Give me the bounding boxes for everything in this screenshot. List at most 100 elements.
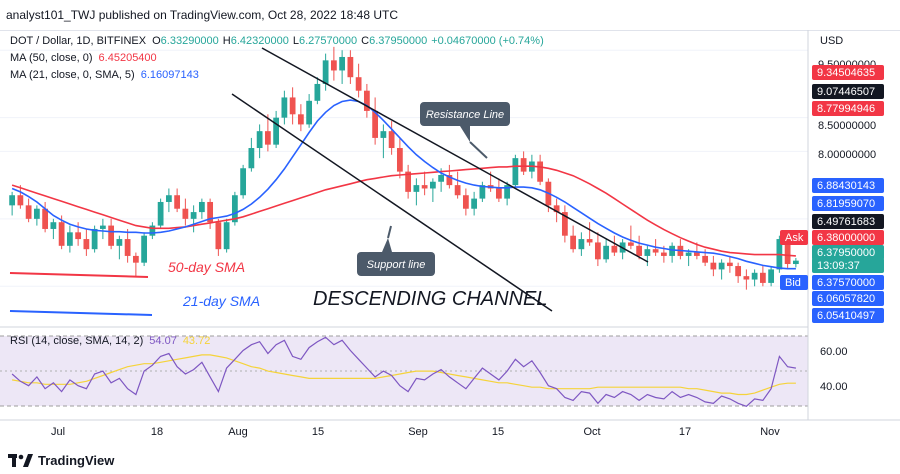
- candle: [190, 205, 197, 233]
- price-tag: 6.05410497: [812, 308, 884, 323]
- price-tick-label: 8.00000000: [818, 149, 876, 161]
- candle: [207, 198, 214, 229]
- candle: [83, 228, 90, 256]
- rsi-legend-value: 54.07: [149, 335, 177, 347]
- symbol-label: DOT / Dollar, 1D, BITFINEX: [10, 35, 147, 47]
- price-tag: 6.37950000: [812, 245, 884, 260]
- support-annotation: Support line: [357, 225, 435, 276]
- candle: [124, 228, 131, 263]
- price-tag: 9.34504635: [812, 65, 884, 80]
- svg-text:6.37570000: 6.37570000: [817, 277, 875, 289]
- footer: TradingView: [0, 446, 900, 474]
- candle: [454, 171, 461, 199]
- svg-text:MA (21, close, 0, SMA, 5)6.160: MA (21, close, 0, SMA, 5) 6.16097143: [10, 69, 199, 81]
- candle: [322, 53, 329, 91]
- resistance-label: Resistance Line: [426, 109, 504, 121]
- candle: [471, 191, 478, 216]
- price-tag: 6.37570000 Bid: [780, 275, 884, 290]
- price-chart[interactable]: Resistance Line Support line 50-day SMA …: [0, 30, 900, 445]
- rsi-legend-label: RSI (14, close, SMA, 14, 2): [10, 335, 143, 347]
- time-tick-label: Nov: [760, 426, 780, 438]
- candle: [363, 83, 370, 118]
- candle: [264, 114, 271, 152]
- candle: [339, 50, 346, 84]
- svg-text:8.77994946: 8.77994946: [817, 103, 875, 115]
- time-tick-label: 17: [679, 426, 691, 438]
- ma50-legend-value: 6.45205400: [99, 52, 157, 64]
- publisher-text: analyst101_TWJ published on TradingView.…: [6, 8, 398, 22]
- change-value: +0.04670000 (+0.74%): [431, 35, 544, 47]
- candle: [132, 252, 139, 277]
- resistance-annotation: Resistance Line: [420, 102, 510, 159]
- ma21-line: [11, 99, 796, 270]
- price-tag: 8.77994946: [812, 101, 884, 116]
- side-label: Bid: [785, 277, 801, 289]
- candle: [578, 232, 585, 256]
- price-tag: 6.49761683: [812, 214, 884, 229]
- tradingview-logo-icon: [8, 454, 33, 467]
- candle: [495, 178, 502, 202]
- price-legend: DOT / Dollar, 1D, BITFINEX O6.33290000 H6.…: [10, 35, 544, 347]
- candle: [9, 191, 16, 216]
- candle: [570, 225, 577, 253]
- candle: [743, 269, 750, 290]
- candle: [396, 137, 403, 179]
- candle: [792, 257, 799, 268]
- side-label: Ask: [785, 232, 804, 244]
- candle: [240, 164, 247, 199]
- candle: [586, 222, 593, 246]
- candle: [223, 218, 230, 253]
- candle: [553, 198, 560, 223]
- sma50-annotation: 50-day SMA: [168, 259, 245, 275]
- candle: [421, 171, 428, 196]
- candle: [710, 255, 717, 277]
- brand-label: TradingView: [38, 453, 115, 468]
- price-tag: 9.07446507: [812, 84, 884, 99]
- candle: [248, 137, 255, 172]
- candle: [429, 178, 436, 202]
- candle: [174, 188, 181, 213]
- support-label: Support line: [367, 259, 426, 271]
- svg-text:6.05410497: 6.05410497: [817, 310, 875, 322]
- candle: [314, 77, 321, 105]
- sma50-legend-stroke: [9, 272, 149, 278]
- time-tick-label: Jul: [51, 426, 65, 438]
- candle: [256, 124, 263, 159]
- candle: [520, 151, 527, 175]
- svg-text:MA (50, close, 0)6.45205400: MA (50, close, 0) 6.45205400: [10, 52, 157, 64]
- candle: [50, 218, 57, 240]
- time-tick-label: 15: [312, 426, 324, 438]
- candle: [330, 46, 337, 81]
- candle: [735, 262, 742, 283]
- price-axis[interactable]: USD9.500000008.500000008.000000009.34504…: [780, 35, 884, 323]
- candle: [165, 188, 172, 213]
- candle: [512, 154, 519, 189]
- candle: [636, 235, 643, 260]
- time-tick-label: 15: [492, 426, 504, 438]
- ma50-line: [11, 165, 796, 257]
- candle: [42, 201, 49, 233]
- rsi-tick-label: 40.00: [820, 381, 848, 393]
- candle: [380, 124, 387, 159]
- candle: [198, 198, 205, 219]
- candle: [504, 181, 511, 206]
- candle: [149, 222, 156, 240]
- candle: [66, 225, 73, 253]
- svg-text:RSI (14, close, SMA, 14, 2)54.: RSI (14, close, SMA, 14, 2) 54.07 43.72: [10, 335, 210, 347]
- candle: [372, 97, 379, 145]
- candle: [644, 245, 651, 267]
- svg-text:9.07446507: 9.07446507: [817, 86, 875, 98]
- candle: [273, 110, 280, 149]
- candle: [594, 232, 601, 267]
- candle: [297, 104, 304, 132]
- candle: [462, 188, 469, 216]
- descending-channel-annotation: DESCENDING CHANNEL: [313, 288, 547, 310]
- candle: [611, 235, 618, 256]
- sma21-legend-stroke: [9, 310, 153, 316]
- currency-label: USD: [820, 35, 843, 47]
- time-axis[interactable]: Jul 18 Aug 15 Sep 15 Oct 17 Nov: [51, 426, 780, 438]
- candle: [141, 232, 148, 267]
- support-channel-line: [231, 93, 553, 312]
- chart-frame: [0, 30, 900, 446]
- candle: [17, 185, 24, 209]
